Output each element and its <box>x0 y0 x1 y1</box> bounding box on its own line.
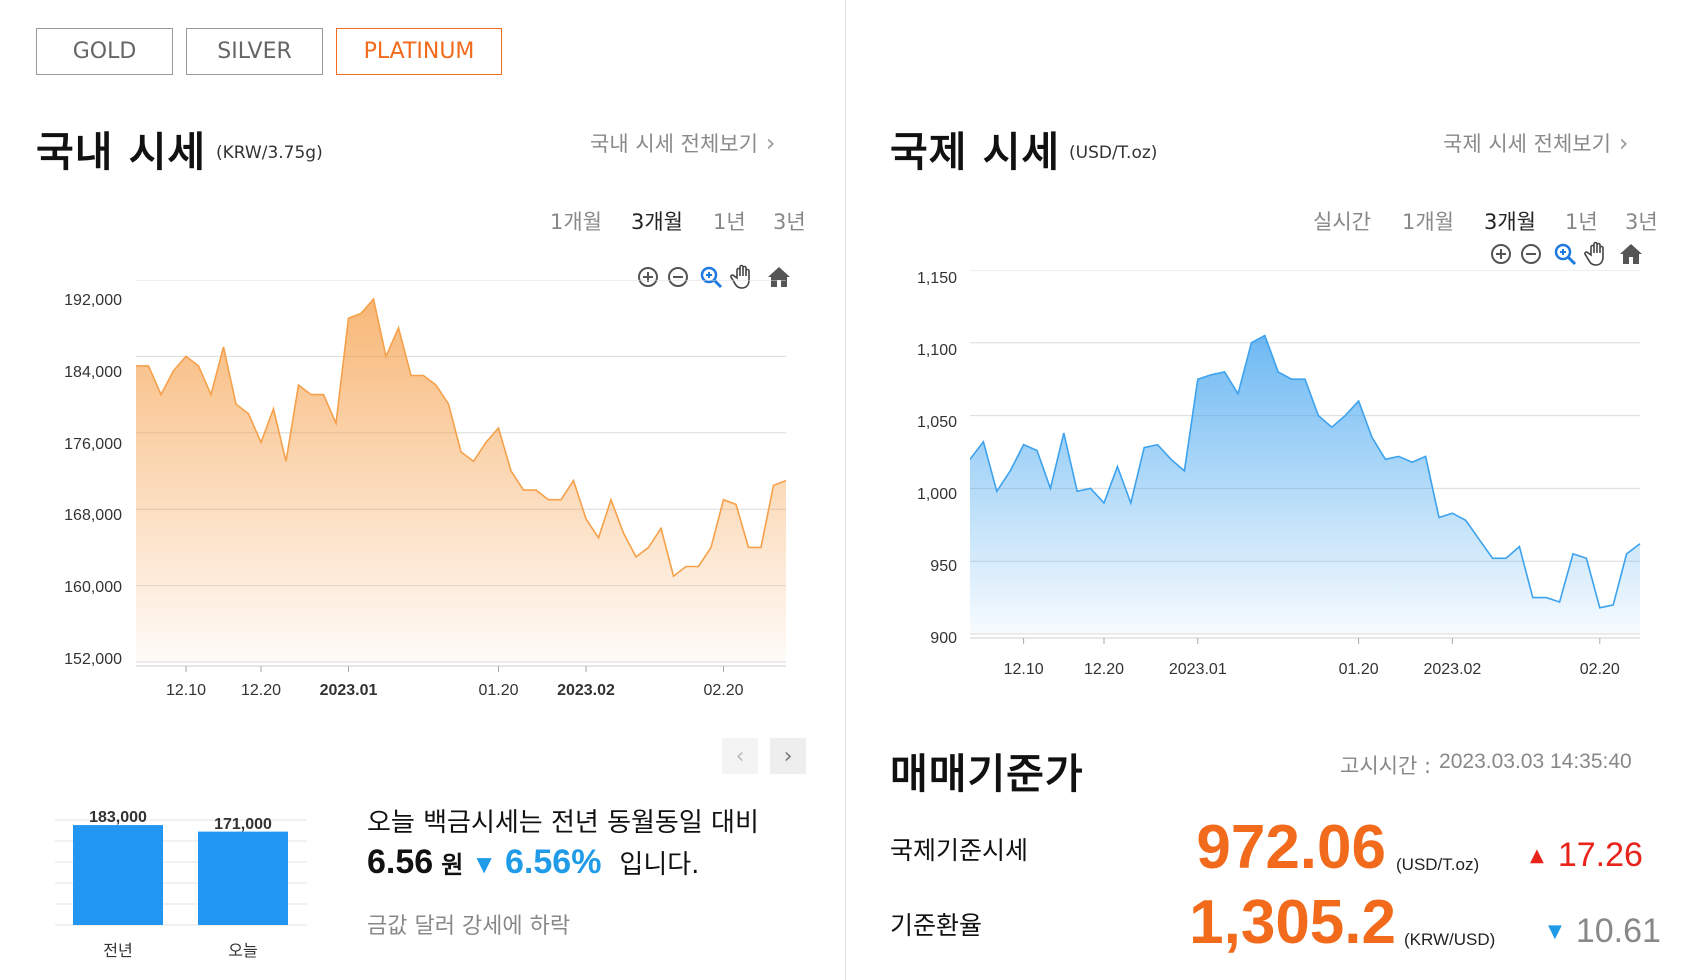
intl-period-3y[interactable]: 3년 <box>1625 210 1658 234</box>
y-tick-label: 900 <box>930 630 957 647</box>
prev-button[interactable]: ‹ <box>722 738 758 774</box>
intl-standard-price-unit: (USD/T.oz) <box>1396 855 1480 874</box>
x-tick-label: 2023.01 <box>1168 661 1227 678</box>
intl-standard-price-label: 국제기준시세 <box>890 836 1029 865</box>
y-tick-label: 176,000 <box>64 436 122 453</box>
bar-label-today: 오늘 <box>228 941 258 960</box>
change-value: 17.26 <box>1557 836 1643 874</box>
y-tick-label: 168,000 <box>64 507 122 524</box>
x-tick-label: 12.20 <box>1083 661 1125 678</box>
international-view-all-link[interactable]: 국제 시세 전체보기 › <box>1443 128 1629 158</box>
international-unit: (USD/T.oz) <box>1069 143 1158 163</box>
column-divider <box>845 0 846 980</box>
x-tick-label: 2023.01 <box>319 682 378 699</box>
x-tick-label: 02.20 <box>1579 661 1620 678</box>
bar-value-last-year: 183,000 <box>89 809 147 826</box>
y-tick-label: 1,150 <box>916 270 957 287</box>
y-tick-label: 1,050 <box>916 414 957 431</box>
market-comment: 금값 달러 강세에 하락 <box>367 914 571 939</box>
intl-standard-price-change: ▲ 17.26 <box>1530 836 1643 875</box>
intl-period-realtime[interactable]: 실시간 <box>1313 210 1371 234</box>
intl-period-3m[interactable]: 3개월 <box>1484 210 1537 234</box>
international-title: 국제 시세 <box>890 128 1061 176</box>
zoom-out-icon[interactable] <box>1517 240 1545 268</box>
diff-value: 6.56 <box>367 843 434 881</box>
diff-percent: 6.56% <box>505 843 602 881</box>
home-icon[interactable] <box>765 263 793 291</box>
domestic-period-1y[interactable]: 1년 <box>713 210 746 234</box>
x-tick-label: 12.10 <box>1003 661 1044 678</box>
exchange-rate-change: ▼ 10.61 <box>1548 912 1661 951</box>
x-tick-label: 12.10 <box>165 682 207 699</box>
price-line <box>136 297 787 578</box>
x-tick-label: 02.20 <box>703 682 744 699</box>
comparison-bar <box>198 831 288 925</box>
notice-time: 고시시간 : 2023.03.03 14:35:40 <box>1340 750 1632 780</box>
sentence-end: 입니다. <box>619 850 700 880</box>
pan-hand-icon[interactable] <box>729 262 757 290</box>
chevron-right-icon: › <box>765 129 776 157</box>
view-all-label: 국내 시세 전체보기 <box>590 132 758 156</box>
change-value: 10.61 <box>1575 912 1661 950</box>
magnifier-icon[interactable] <box>1551 240 1579 268</box>
view-all-label: 국제 시세 전체보기 <box>1443 132 1611 156</box>
chevron-left-icon: ‹ <box>735 743 745 769</box>
x-tick-label: 2023.02 <box>1423 661 1482 678</box>
notice-timestamp: 2023.03.03 14:35:40 <box>1439 750 1632 773</box>
comparison-bar-chart <box>55 819 307 926</box>
magnifier-icon[interactable] <box>697 263 725 291</box>
y-tick-label: 160,000 <box>64 579 122 596</box>
domestic-period-1m[interactable]: 1개월 <box>550 210 603 234</box>
x-tick-label: 12.20 <box>240 682 282 699</box>
tab-platinum[interactable]: PLATINUM <box>336 28 502 75</box>
pan-hand-icon[interactable] <box>1583 239 1611 267</box>
comparison-bar <box>73 825 163 925</box>
comparison-sentence: 오늘 백금시세는 전년 동월동일 대비 <box>367 808 759 838</box>
x-tick-label: 2023.02 <box>557 682 615 699</box>
comparison-result: 6.56 원 ▼ 6.56% 입니다. <box>367 843 699 882</box>
y-tick-label: 1,100 <box>916 342 957 359</box>
exchange-rate-label: 기준환율 <box>890 911 983 940</box>
bar-label-last-year: 전년 <box>103 941 133 960</box>
y-tick-label: 1,000 <box>916 486 957 503</box>
domestic-title: 국내 시세 <box>36 128 207 176</box>
home-icon[interactable] <box>1617 240 1645 268</box>
up-arrow-icon: ▲ <box>1530 845 1544 866</box>
zoom-in-icon[interactable] <box>1487 240 1515 268</box>
chevron-right-icon: › <box>783 743 793 769</box>
exchange-rate-value: 1,305.2 <box>1189 888 1396 957</box>
y-tick-label: 184,000 <box>64 364 122 381</box>
next-button[interactable]: › <box>770 738 806 774</box>
tab-gold[interactable]: GOLD <box>36 28 173 75</box>
domestic-period-3m[interactable]: 3개월 <box>631 210 684 234</box>
price-line <box>970 334 1641 609</box>
exchange-rate-unit: (KRW/USD) <box>1404 930 1496 949</box>
intl-standard-price-value: 972.06 <box>1196 813 1386 882</box>
bar-value-today: 171,000 <box>214 816 272 833</box>
domestic-view-all-link[interactable]: 국내 시세 전체보기 › <box>590 128 776 158</box>
price-area <box>970 335 1640 634</box>
tab-silver[interactable]: SILVER <box>186 28 323 75</box>
price-area <box>136 299 786 662</box>
international-price-chart[interactable] <box>970 270 1652 670</box>
domestic-price-chart[interactable] <box>136 280 792 680</box>
x-tick-label: 01.20 <box>478 682 519 699</box>
x-tick-label: 01.20 <box>1338 661 1379 678</box>
diff-unit: 원 <box>441 851 464 879</box>
zoom-out-icon[interactable] <box>664 263 692 291</box>
y-tick-label: 192,000 <box>64 292 122 309</box>
notice-label: 고시시간 : <box>1340 754 1432 778</box>
domestic-period-3y[interactable]: 3년 <box>773 210 806 234</box>
chevron-right-icon: › <box>1618 129 1629 157</box>
down-arrow-icon: ▼ <box>471 849 498 879</box>
standard-rate-title: 매매기준가 <box>890 750 1084 798</box>
y-tick-label: 950 <box>930 558 957 575</box>
down-arrow-icon: ▼ <box>1548 921 1562 942</box>
y-tick-label: 152,000 <box>64 651 122 668</box>
domestic-unit: (KRW/3.75g) <box>216 143 323 163</box>
intl-period-1y[interactable]: 1년 <box>1565 210 1598 234</box>
intl-period-1m[interactable]: 1개월 <box>1402 210 1455 234</box>
